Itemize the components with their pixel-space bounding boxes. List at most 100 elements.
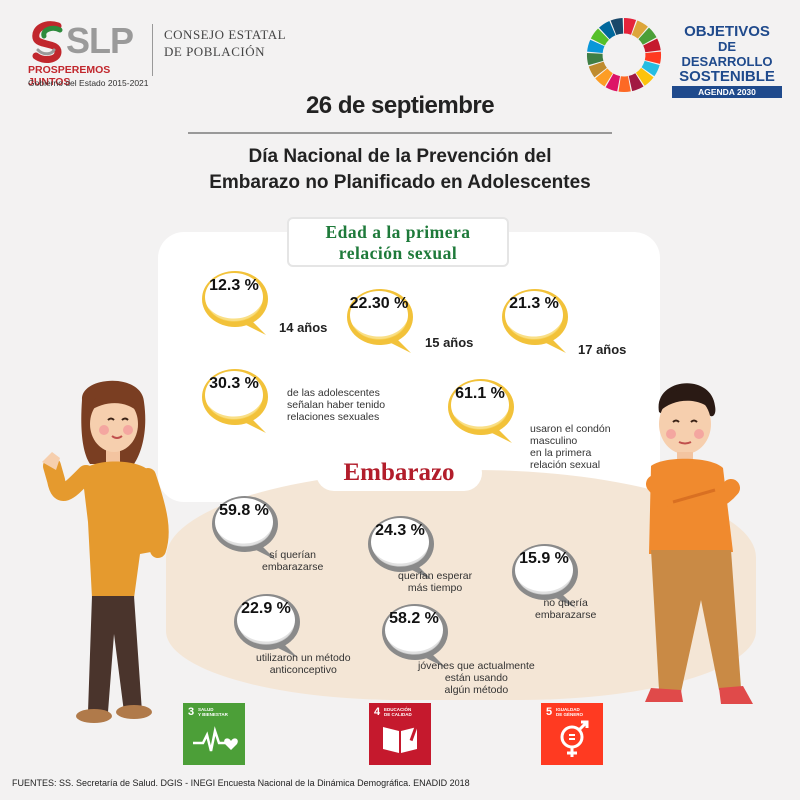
stat-bubble-wait: 24.3 % xyxy=(366,512,444,584)
consejo-line2: DE POBLACIÓN xyxy=(164,44,265,59)
sdg-wheel-segment xyxy=(641,60,660,77)
stat-label: 14 años xyxy=(279,320,328,335)
sdg-name-line: SALUD xyxy=(198,707,214,712)
stat-label-line: embarazarse xyxy=(535,609,597,621)
first-relation-title-line1: Edad a la primera xyxy=(325,222,471,242)
stat-label: jóvenes que actualmente están usando alg… xyxy=(418,660,535,696)
stat-label-line: están usando xyxy=(444,672,508,684)
sdg-wheel-segment xyxy=(624,17,637,35)
stat-bubble-condom: 61.1 % xyxy=(446,375,524,447)
slp-emblem-icon xyxy=(32,21,63,63)
stat-bubble-17: 21.3 % xyxy=(500,285,578,357)
page-title: Día Nacional de la Prevención del Embara… xyxy=(150,144,650,196)
speech-bubble-icon xyxy=(502,289,568,353)
stat-label-line: usaron el condón xyxy=(530,423,611,435)
stat-value: 12.3 % xyxy=(209,277,259,294)
sdg-wheel-icon xyxy=(586,17,662,93)
sdg-number: 5 xyxy=(546,706,553,718)
sdg-wheel-segment xyxy=(590,28,609,46)
sdg-3-badge: 3 SALUD Y BIENESTAR xyxy=(183,703,245,765)
stat-label-line: sí querían xyxy=(269,549,316,561)
ods-line3: SOSTENIBLE xyxy=(679,68,775,85)
slp-subtitle: Gobierno del Estado 2015-2021 xyxy=(28,78,149,88)
stat-label: 15 años xyxy=(425,335,474,350)
stat-value: 15.9 % xyxy=(519,550,569,567)
stat-label: usaron el condón masculino en la primera… xyxy=(530,423,611,471)
stat-label-line: anticonceptivo xyxy=(269,664,337,676)
stat-value: 21.3 % xyxy=(509,295,559,312)
stat-label: no quería embarazarse xyxy=(535,597,596,621)
stat-label-line: jóvenes que actualmente xyxy=(418,660,535,672)
sdg-wheel-segment xyxy=(586,52,604,66)
stat-value: 22.9 % xyxy=(241,600,291,617)
sources-footer: FUENTES: SS. Secretaría de Salud. DGIS -… xyxy=(12,778,470,788)
stat-bubble-using: 58.2 % xyxy=(380,600,458,672)
slp-logo-text: SLP xyxy=(66,20,134,61)
ods-agenda-badge: AGENDA 2030 xyxy=(672,86,782,98)
ods-line2: DE DESARROLLO xyxy=(681,39,773,69)
header-divider xyxy=(152,24,153,76)
sdg-wheel-segment xyxy=(618,76,631,93)
sdg-wheel-segment xyxy=(605,73,621,92)
sdg-name-line: EDUCACIÓN xyxy=(384,707,412,712)
stat-label-line: de las adolescentes xyxy=(287,387,380,399)
title-line1: Día Nacional de la Prevención del xyxy=(248,146,552,167)
speech-bubble-icon xyxy=(234,594,300,658)
stat-label-line: relaciones sexuales xyxy=(287,411,380,423)
consejo-logo-text: CONSEJO ESTATAL DE POBLACIÓN xyxy=(164,26,286,60)
sdg-wheel-segment xyxy=(638,27,657,45)
sdg-number: 4 xyxy=(374,706,381,718)
pregnancy-heading: Embarazo xyxy=(316,455,482,491)
slp-logo: SLP PROSPEREMOS JUNTOS Gobierno del Esta… xyxy=(0,0,150,95)
stat-label-line: señalan haber tenido xyxy=(287,399,386,411)
title-divider xyxy=(188,132,612,134)
sdg-name: EDUCACIÓN DE CALIDAD xyxy=(384,707,428,717)
date-heading: 26 de septiembre xyxy=(305,92,495,119)
sdg-number: 3 xyxy=(188,706,195,718)
stat-bubble-wanted: 59.8 % xyxy=(210,492,288,564)
sdg-wheel-segment xyxy=(628,73,644,92)
speech-bubble-icon xyxy=(382,604,448,668)
stat-value: 59.8 % xyxy=(219,502,269,519)
sdg-wheel-segment xyxy=(644,51,662,64)
stat-bubble-15: 22.30 % xyxy=(345,285,423,357)
stat-label-line: embarazarse xyxy=(262,561,324,573)
sdg-wheel-segment xyxy=(599,20,616,40)
speech-bubble-icon xyxy=(368,516,434,580)
heartbeat-icon xyxy=(183,703,245,765)
sdg-4-badge: 4 EDUCACIÓN DE CALIDAD xyxy=(369,703,431,765)
sdg-wheel-segment xyxy=(610,17,624,35)
stat-label-line: no quería xyxy=(543,597,588,609)
stat-value: 58.2 % xyxy=(389,610,439,627)
speech-bubble-icon xyxy=(212,496,278,560)
stat-value: 61.1 % xyxy=(455,385,505,402)
stat-value: 30.3 % xyxy=(209,375,259,392)
sdg-wheel-segment xyxy=(643,38,661,53)
first-relation-heading: Edad a la primera relación sexual xyxy=(287,217,509,267)
sdg-wheel-segment xyxy=(635,67,654,86)
slp-tagline: PROSPEREMOS JUNTOS xyxy=(28,64,111,88)
stat-label-line: más tiempo xyxy=(407,582,463,594)
stat-bubble-had-relations: 30.3 % xyxy=(200,365,278,437)
speech-bubble-icon xyxy=(347,289,413,353)
man-illustration xyxy=(645,383,753,704)
book-icon xyxy=(369,703,431,765)
stat-label-line: algún método xyxy=(444,684,509,696)
speech-bubble-icon xyxy=(448,379,514,443)
stat-label-line: querían esperar xyxy=(398,570,473,582)
ods-line1: OBJETIVOS xyxy=(684,23,770,40)
sdg-wheel-segment xyxy=(587,39,605,54)
sdg-name-line: DE CALIDAD xyxy=(384,712,412,717)
first-relation-title-line2: relación sexual xyxy=(338,243,458,263)
sdg-name-line: DE GÉNERO xyxy=(556,712,584,717)
sdg-name: IGUALDAD DE GÉNERO xyxy=(556,707,600,717)
title-line2: Embarazo no Planificado en Adolescentes xyxy=(209,172,591,193)
sdg-5-badge: 5 IGUALDAD DE GÉNERO xyxy=(541,703,603,765)
stat-bubble-method: 22.9 % xyxy=(232,590,310,662)
stat-value: 22.30 % xyxy=(349,295,409,312)
gender-equality-icon xyxy=(541,703,603,765)
stat-bubble-not-wanted: 15.9 % xyxy=(510,540,588,612)
sdg-wheel-segment xyxy=(588,61,607,78)
speech-bubble-icon xyxy=(512,544,578,608)
sdg-wheel-segment xyxy=(631,20,648,39)
